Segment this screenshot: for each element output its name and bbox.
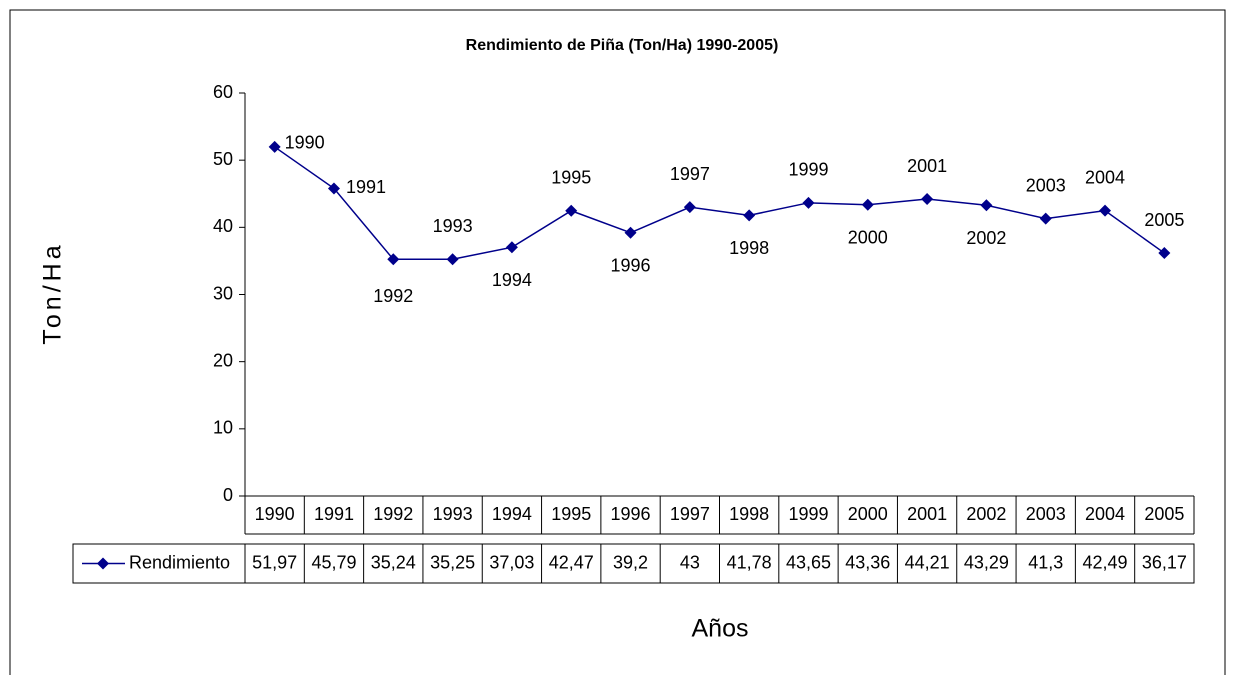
- y-axis-label: Ton/Ha: [39, 241, 67, 344]
- point-label: 2003: [1026, 175, 1066, 195]
- table-value: 43,65: [786, 552, 831, 572]
- point-label: 1992: [373, 286, 413, 306]
- table-value: 45,79: [311, 552, 356, 572]
- point-label: 2001: [907, 156, 947, 176]
- x-tick-label: 2005: [1144, 504, 1184, 524]
- x-tick-label: 1996: [611, 504, 651, 524]
- x-tick-label: 2001: [907, 504, 947, 524]
- series-line: [274, 146, 1165, 261]
- point-label: 1991: [346, 177, 386, 197]
- table-value: 43,36: [845, 552, 890, 572]
- data-point: [446, 253, 459, 266]
- data-point: [505, 241, 518, 254]
- legend-marker: [97, 557, 109, 570]
- data-point: [565, 204, 578, 217]
- chart-frame: [9, 9, 1226, 680]
- data-point: [268, 140, 281, 153]
- point-label: 1998: [729, 238, 769, 258]
- point-label: 1993: [433, 216, 473, 236]
- table-value: 41,3: [1028, 552, 1063, 572]
- x-tick-label: 1991: [314, 504, 354, 524]
- point-label: 2000: [848, 228, 888, 248]
- x-tick-label: 1995: [551, 504, 591, 524]
- table-value: 37,03: [489, 552, 534, 572]
- table-value: 42,47: [549, 552, 594, 572]
- x-tick-label: 1999: [788, 504, 828, 524]
- y-tick-label: 30: [213, 283, 233, 303]
- chart-title: Rendimiento de Piña (Ton/Ha) 1990-2005): [466, 37, 779, 54]
- point-label: 1997: [670, 164, 710, 184]
- x-tick-label: 1990: [255, 504, 295, 524]
- table-value: 39,2: [613, 552, 648, 572]
- y-tick-label: 0: [223, 485, 233, 505]
- table-value: 51,97: [252, 552, 297, 572]
- x-tick-label: 2002: [966, 504, 1006, 524]
- x-tick-label: 1993: [433, 504, 473, 524]
- legend-label: Rendimiento: [129, 552, 230, 572]
- data-point: [743, 209, 756, 222]
- table-value: 35,25: [430, 552, 475, 572]
- data-point: [1039, 212, 1052, 225]
- y-tick-label: 20: [213, 350, 233, 370]
- point-label: 1994: [492, 270, 532, 290]
- x-tick-label: 1998: [729, 504, 769, 524]
- data-point: [624, 226, 637, 239]
- data-point: [387, 253, 400, 266]
- point-label: 1996: [611, 255, 651, 275]
- point-label: 1990: [285, 133, 325, 153]
- table-value: 44,21: [905, 552, 950, 572]
- table-value: 43: [680, 552, 700, 572]
- table-value: 42,49: [1083, 552, 1128, 572]
- point-label: 1999: [788, 160, 828, 180]
- data-point: [1099, 204, 1112, 217]
- data-point: [861, 198, 874, 211]
- point-label: 2002: [966, 228, 1006, 248]
- y-tick-label: 10: [213, 418, 233, 438]
- x-tick-label: 2003: [1026, 504, 1066, 524]
- x-tick-label: 1992: [373, 504, 413, 524]
- table-value: 41,78: [727, 552, 772, 572]
- y-tick-label: 40: [213, 216, 233, 236]
- x-tick-label: 1994: [492, 504, 532, 524]
- data-point: [980, 199, 993, 212]
- data-point: [802, 196, 815, 209]
- x-axis-label: Años: [692, 615, 749, 643]
- data-point: [921, 193, 934, 206]
- x-tick-label: 1997: [670, 504, 710, 524]
- point-label: 1995: [551, 167, 591, 187]
- point-label: 2005: [1144, 210, 1184, 230]
- table-value: 43,29: [964, 552, 1009, 572]
- point-label: 2004: [1085, 167, 1125, 187]
- x-tick-label: 2000: [848, 504, 888, 524]
- table-value: 35,24: [371, 552, 416, 572]
- table-value: 36,17: [1142, 552, 1187, 572]
- data-point: [1158, 247, 1171, 260]
- data-point: [327, 182, 340, 195]
- y-tick-label: 60: [213, 82, 233, 102]
- x-tick-label: 2004: [1085, 504, 1125, 524]
- y-tick-label: 50: [213, 149, 233, 169]
- data-point: [683, 201, 696, 214]
